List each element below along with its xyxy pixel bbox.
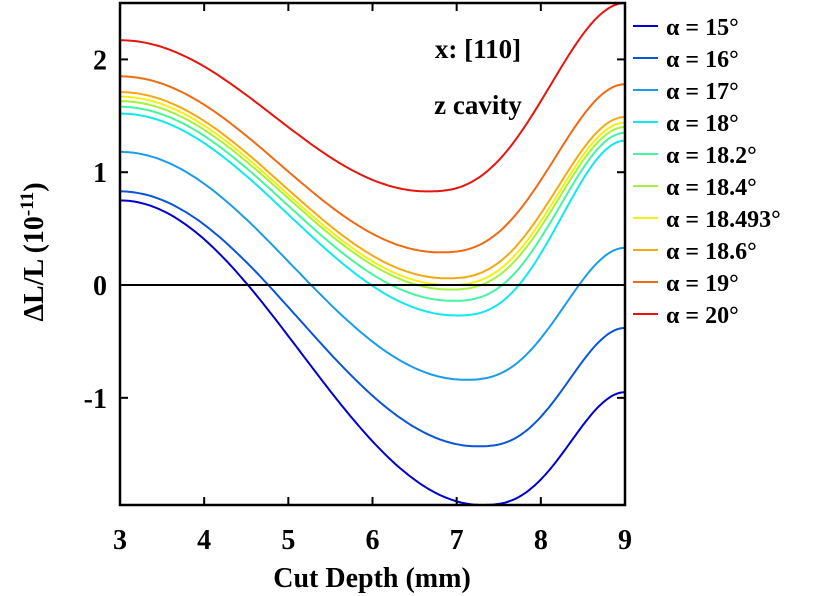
x-axis-ticks: 3 4 5 6 7 8 9 (113, 3, 632, 556)
x-tick-label-1: 4 (197, 525, 211, 556)
curves-layer (119, 2, 626, 506)
y-tick-label-1: 0 (93, 271, 107, 302)
legend-label-5: α = 18.4° (666, 175, 757, 201)
y-axis-label: ΔL/L (10-11) (17, 182, 50, 321)
x-tick-label-5: 8 (534, 525, 548, 556)
series-line-6 (119, 95, 626, 286)
y-axis-label-main: ΔL/L (10 (19, 216, 50, 321)
legend: α = 15° α = 16° α = 17° α = 18° α = 18.2° α =… (633, 15, 781, 329)
legend-label-0: α = 15° (666, 15, 739, 41)
legend-label-8: α = 19° (666, 271, 739, 297)
x-tick-label-2: 5 (281, 525, 295, 556)
y-axis-label-exponent: -11 (17, 192, 38, 216)
legend-label-1: α = 16° (666, 47, 739, 73)
series-line-5 (119, 100, 626, 291)
plot-area-frame (118, 1, 627, 507)
series-line-4 (120, 105, 626, 302)
series-line-1 (120, 190, 626, 448)
x-tick-label-6: 9 (618, 525, 632, 556)
legend-label-4: α = 18.2° (666, 143, 757, 169)
y-tick-label-2: 1 (93, 158, 107, 189)
y-axis-label-close: ) (19, 182, 50, 191)
annotation-x-direction: x: [110] (435, 34, 521, 64)
series-line-7 (119, 91, 626, 280)
y-axis-label-group: ΔL/L (10-11) (17, 182, 50, 321)
x-tick-label-3: 6 (366, 525, 380, 556)
series-line-2 (120, 150, 626, 381)
y-axis-ticks: -1 0 1 2 (84, 45, 625, 415)
legend-label-2: α = 17° (666, 79, 739, 105)
legend-label-3: α = 18° (666, 111, 739, 137)
legend-label-6: α = 18.493° (666, 207, 781, 233)
y-tick-label-3: 2 (93, 45, 107, 76)
series-line-8 (119, 75, 626, 254)
legend-label-9: α = 20° (666, 303, 739, 329)
series-line-9 (119, 2, 626, 193)
x-tick-label-0: 3 (113, 525, 127, 556)
y-tick-label-0: -1 (84, 384, 107, 415)
legend-label-7: α = 18.6° (666, 239, 757, 265)
x-axis-label: Cut Depth (mm) (273, 563, 471, 594)
x-tick-label-4: 7 (450, 525, 464, 556)
series-line-0 (119, 199, 626, 506)
annotation-z-cavity: z cavity (434, 90, 522, 120)
